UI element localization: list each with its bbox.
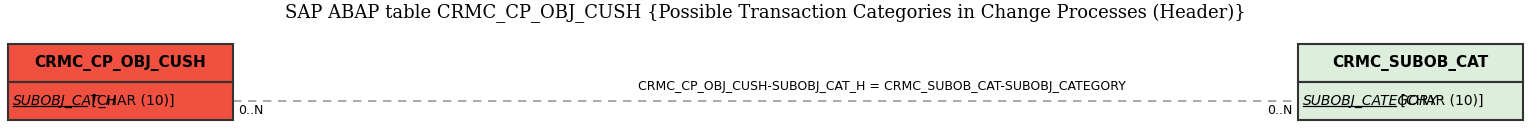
Text: 0..N: 0..N [1268, 104, 1294, 117]
Text: CRMC_SUBOB_CAT: CRMC_SUBOB_CAT [1332, 55, 1488, 71]
Bar [1298, 82, 1523, 120]
Bar [8, 44, 233, 82]
Text: SUBOBJ_CATEGORY: SUBOBJ_CATEGORY [1303, 94, 1438, 108]
Text: CRMC_CP_OBJ_CUSH-SUBOBJ_CAT_H = CRMC_SUBOB_CAT-SUBOBJ_CATEGORY: CRMC_CP_OBJ_CUSH-SUBOBJ_CAT_H = CRMC_SUB… [638, 80, 1125, 93]
Text: [CHAR (10)]: [CHAR (10)] [87, 94, 175, 108]
Bar [8, 82, 233, 120]
Text: 0..N: 0..N [237, 104, 263, 117]
Text: CRMC_CP_OBJ_CUSH: CRMC_CP_OBJ_CUSH [35, 55, 207, 71]
Bar [1298, 44, 1523, 82]
Text: SAP ABAP table CRMC_CP_OBJ_CUSH {Possible Transaction Categories in Change Proce: SAP ABAP table CRMC_CP_OBJ_CUSH {Possibl… [285, 4, 1245, 23]
Text: [CHAR (10)]: [CHAR (10)] [1396, 94, 1484, 108]
Text: SUBOBJ_CAT_H: SUBOBJ_CAT_H [12, 94, 116, 108]
